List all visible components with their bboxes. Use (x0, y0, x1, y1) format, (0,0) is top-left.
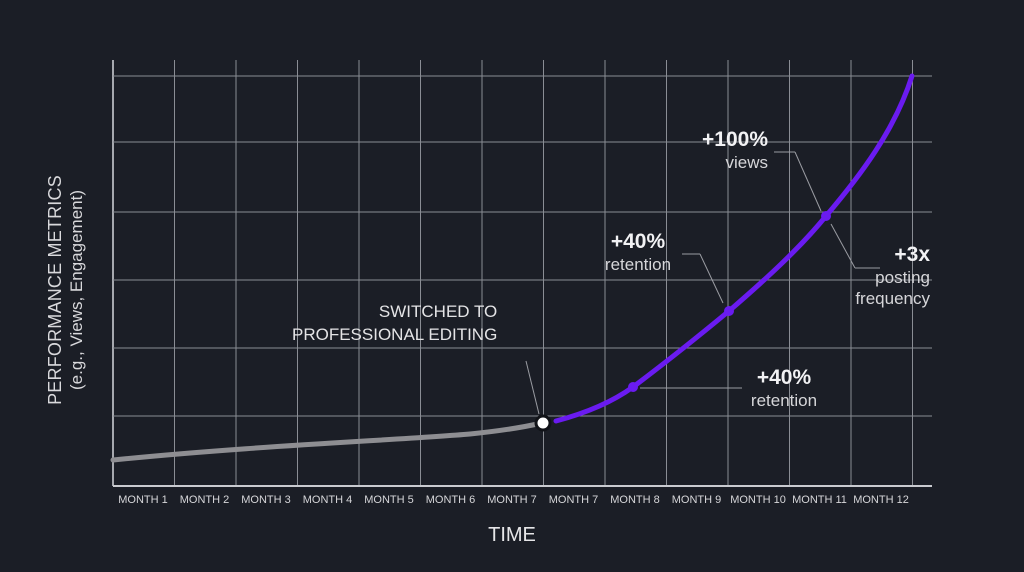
annotation-retention-mid-label: retention (604, 255, 672, 274)
data-point-markers (534, 211, 831, 432)
x-tick-label: MONTH 6 (425, 494, 476, 506)
annotation-views: +100% views (680, 128, 768, 173)
annotation-switch-line2: PROFESSIONAL EDITING (292, 325, 498, 344)
x-tick-label: MONTH 4 (302, 494, 353, 506)
x-tick-label: MONTH 2 (179, 494, 230, 506)
x-tick-label: MONTH 10 (730, 494, 786, 506)
annotation-retention-low-label: retention (750, 391, 818, 410)
annotation-switch: SWITCHED TO PROFESSIONAL EDITING (292, 300, 497, 346)
leader-posting (830, 223, 856, 269)
annotation-posting-label-1: posting (875, 268, 930, 287)
annotation-posting: +3x posting frequency (820, 243, 930, 309)
grid-lines (112, 60, 932, 487)
x-axis-title: TIME (488, 524, 536, 546)
x-tick-label: MONTH 3 (241, 494, 291, 506)
switch-point-marker (534, 414, 552, 432)
x-tick-label: MONTH 5 (364, 494, 414, 506)
leader-views (794, 151, 822, 212)
x-tick-label: MONTH 8 (610, 494, 660, 506)
after-series-line (553, 73, 915, 424)
views-marker (821, 211, 831, 221)
annotation-switch-line1: SWITCHED TO (378, 302, 498, 321)
x-tick-label: MONTH 11 (792, 494, 847, 506)
retention-low-marker (628, 382, 638, 392)
annotation-retention-low: +40% retention (742, 366, 826, 411)
x-tick-label: MONTH 9 (671, 494, 722, 506)
annotation-posting-label-2: frequency (855, 289, 930, 308)
annotation-views-label: views (725, 153, 768, 172)
leader-switch (525, 360, 540, 415)
x-tick-label: MONTH 1 (118, 494, 168, 506)
leader-retention-mid (699, 253, 724, 304)
y-axis-title-main: PERFORMANCE METRICS (45, 175, 65, 405)
annotation-retention-mid: +40% retention (597, 230, 679, 275)
retention-mid-marker (724, 306, 734, 316)
annotation-retention-mid-value: +40% (610, 230, 666, 253)
y-axis-title: PERFORMANCE METRICS (e.g., Views, Engage… (45, 175, 87, 405)
y-axis-title-sub: (e.g., Views, Engagement) (67, 190, 86, 391)
x-tick-label: MONTH 7 (487, 494, 537, 506)
x-tick-label: MONTH 7 (548, 494, 599, 506)
x-tick-label: MONTH 12 (853, 494, 909, 506)
annotation-retention-low-value: +40% (756, 366, 812, 389)
annotation-posting-value: +3x (894, 243, 930, 266)
annotation-views-value: +100% (702, 128, 768, 151)
before-series-line (110, 420, 545, 463)
annotation-leader-lines (525, 151, 880, 415)
